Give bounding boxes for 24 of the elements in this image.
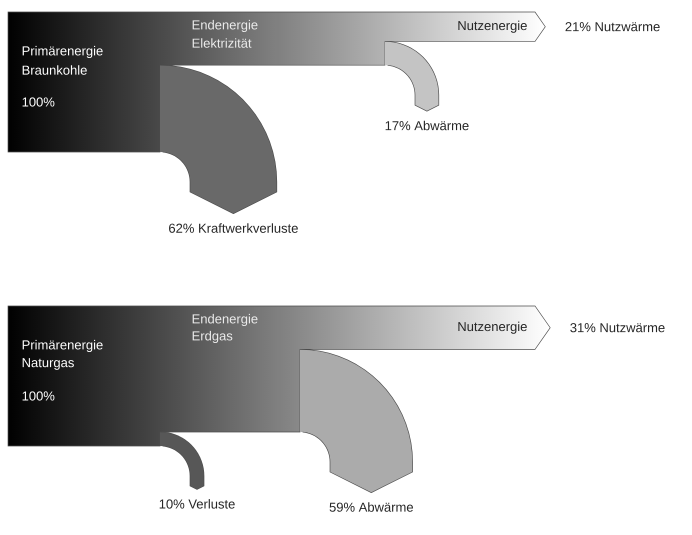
- text: Naturgas: [22, 358, 74, 370]
- text: Endenergie: [192, 314, 258, 326]
- text: Braunkohle: [22, 65, 87, 75]
- category-label: Nutzwärme: [600, 323, 665, 332]
- text: Elektrizität: [192, 38, 252, 48]
- data-label: 59%: [330, 502, 355, 512]
- text: 100%: [22, 97, 54, 107]
- category-label: Abwärme: [414, 120, 469, 130]
- text: Endenergie: [192, 20, 258, 32]
- text: Primärenergie: [22, 340, 103, 352]
- text: 100%: [22, 391, 54, 401]
- data-label: 10%: [160, 499, 184, 509]
- category-label: Kraftwerkverluste: [199, 223, 298, 233]
- category-label: Abwärme: [358, 502, 413, 512]
- text: Nutzenergie: [458, 322, 527, 334]
- data-label: 21%: [566, 22, 590, 32]
- text: Erdgas: [192, 330, 232, 344]
- category-label: Nutzwärme: [596, 22, 660, 32]
- text: Nutzenergie: [458, 20, 527, 33]
- data-label: 17%: [386, 121, 410, 130]
- data-label: 31%: [570, 323, 596, 332]
- text: Primärenergie: [22, 46, 103, 58]
- category-label: Verluste: [188, 499, 235, 509]
- data-label: 62%: [169, 224, 194, 233]
